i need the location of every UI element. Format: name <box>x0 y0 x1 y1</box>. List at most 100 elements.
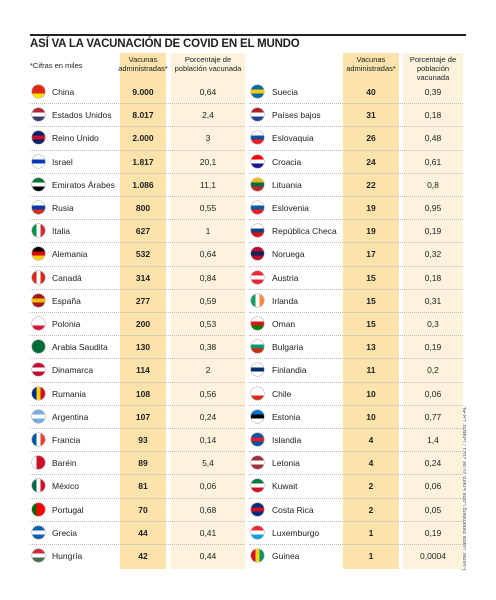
flag <box>32 525 45 539</box>
percent-value: 0,77 <box>424 411 442 422</box>
flag <box>251 386 264 400</box>
percent-value: 0,56 <box>199 388 217 399</box>
title: ASÍ VA LA VACUNACIÓN DE COVID EN EL MUND… <box>30 38 300 50</box>
country-name: Irlanda <box>272 295 298 306</box>
flag <box>32 201 45 214</box>
country-name: Baréin <box>52 458 77 469</box>
country-name: Finlandia <box>272 365 307 376</box>
percent-value: 0,53 <box>199 319 217 329</box>
flag <box>32 386 45 400</box>
percent-value: 0,3 <box>427 319 439 329</box>
flag <box>251 502 264 516</box>
row-separator <box>249 126 463 128</box>
percent-value: 0,19 <box>424 342 442 353</box>
row-separator <box>249 196 463 197</box>
vaccines-value: 15 <box>366 295 376 306</box>
row-separator <box>30 288 245 290</box>
row-separator <box>30 428 245 429</box>
country-name: Croacia <box>272 156 302 167</box>
country-name: Bulgaria <box>272 342 304 353</box>
country-name: Eslovaquia <box>272 133 314 144</box>
row-separator <box>30 404 245 406</box>
percent-value: 0,8 <box>427 179 439 190</box>
country-name: Luxemburgo <box>272 527 320 538</box>
country-name: España <box>52 295 81 306</box>
row-separator <box>30 451 245 453</box>
country-name: Estonia <box>272 411 301 422</box>
row-separator <box>30 126 245 128</box>
percent-value: 0,31 <box>424 295 442 306</box>
percent-value: 3 <box>205 133 211 144</box>
vaccines-value: 1 <box>368 527 374 538</box>
vaccines-value: 4 <box>368 458 374 469</box>
flag <box>32 549 45 562</box>
row-separator <box>249 219 463 221</box>
row-separator <box>249 172 463 174</box>
country-name: República Checa <box>272 226 337 237</box>
flag <box>32 108 45 122</box>
flag <box>251 224 264 238</box>
percent-value: 0,24 <box>424 458 442 469</box>
vaccines-value: 10 <box>366 388 376 399</box>
country-name: Islandia <box>272 435 302 445</box>
percent-value: 0,48 <box>424 133 442 144</box>
vaccines-value: 2 <box>368 481 374 492</box>
flag <box>32 177 45 191</box>
vaccines-value: 130 <box>135 342 151 353</box>
vaccines-value: 11 <box>366 365 376 376</box>
vaccines-value: 277 <box>135 295 151 306</box>
vaccines-value: 800 <box>135 203 151 213</box>
row-separator <box>30 103 245 105</box>
country-name: Emiratos Árabes <box>52 179 115 190</box>
flag <box>251 363 264 377</box>
country-name: Grecia <box>52 527 78 538</box>
row-separator <box>30 312 245 313</box>
percent-value: 0,19 <box>424 527 442 538</box>
percent-value: 0,59 <box>199 295 217 306</box>
country-name: Israel <box>52 156 73 167</box>
column-header: Porcentaje de población vacunada <box>409 55 457 82</box>
flag <box>32 317 45 330</box>
row-separator <box>249 265 463 267</box>
country-name: Alemania <box>52 249 88 260</box>
country-name: Chile <box>272 388 292 399</box>
vaccines-value: 1.086 <box>132 179 154 190</box>
row-separator <box>30 242 245 244</box>
vaccines-value: 200 <box>135 319 151 329</box>
percent-value: 0,64 <box>199 87 217 97</box>
row-separator <box>249 544 463 545</box>
vaccines-value: 81 <box>138 481 148 492</box>
percent-value: 0,55 <box>199 203 217 213</box>
percent-value: 0,61 <box>424 156 442 167</box>
column-header: Vacunas administradas* <box>118 55 168 73</box>
percent-value: 1,4 <box>427 435 439 445</box>
vaccines-value: 89 <box>138 458 148 469</box>
vaccines-value: 24 <box>366 156 376 167</box>
row-separator <box>249 451 463 453</box>
value-column-bg <box>120 53 166 570</box>
percent-value: 0,95 <box>424 203 442 213</box>
note: *Cifras en miles <box>30 61 83 70</box>
row-separator <box>30 265 245 267</box>
country-name: Francia <box>52 435 81 445</box>
country-name: Guinea <box>272 551 300 561</box>
row-separator <box>30 219 245 221</box>
column-header: Vacunas administradas* <box>346 55 396 73</box>
vaccines-value: 2 <box>368 504 374 515</box>
country-name: Letonia <box>272 458 300 469</box>
flag <box>251 247 264 261</box>
row-separator <box>249 312 463 313</box>
percent-value: 5,4 <box>202 458 214 469</box>
percent-value: 1 <box>205 226 211 237</box>
flag <box>251 340 264 354</box>
country-name: Argentina <box>52 411 89 422</box>
vaccines-value: 19 <box>366 203 376 213</box>
flag <box>32 409 45 423</box>
row-separator <box>249 358 463 360</box>
percent-value: 0,39 <box>424 87 442 97</box>
country-name: Noruega <box>272 249 305 260</box>
row-separator <box>249 474 463 476</box>
vaccines-value: 1.817 <box>132 156 154 167</box>
row-separator <box>30 544 245 545</box>
